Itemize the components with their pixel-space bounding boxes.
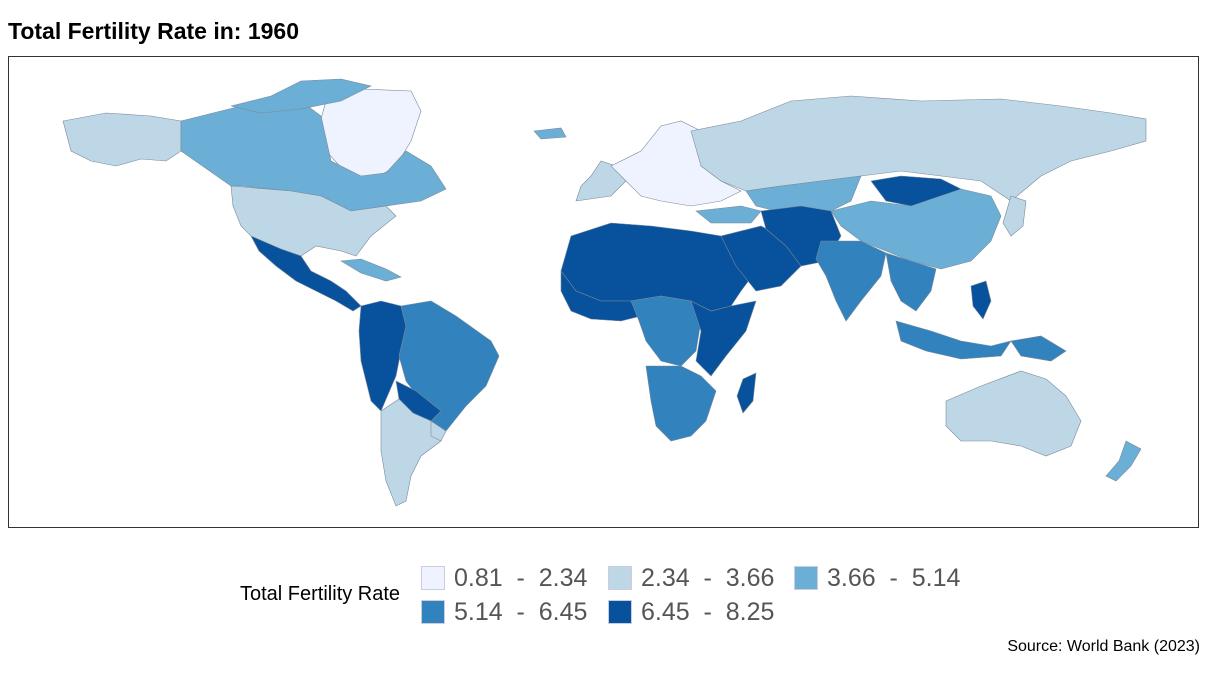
legend-label: 6.45 - 8.25 — [641, 597, 775, 626]
region-australia — [945, 370, 1082, 457]
region-papua — [1010, 335, 1067, 362]
region-indonesia — [895, 320, 1012, 360]
legend-swatch — [794, 566, 818, 590]
region-canada-islands — [230, 78, 372, 114]
legend-item-3: 3.66 - 5.14 — [794, 563, 961, 592]
region-philippines — [970, 280, 992, 320]
region-alaska — [62, 112, 182, 167]
region-turkey — [695, 205, 762, 224]
legend-swatch — [608, 566, 632, 590]
region-china — [830, 188, 1002, 270]
legend-label: 5.14 - 6.45 — [454, 597, 588, 626]
region-europe-central — [610, 120, 742, 207]
region-southeast-asia — [885, 252, 937, 312]
world-map-svg — [62, 78, 1147, 507]
region-central-asia — [745, 175, 862, 217]
region-madagascar — [736, 372, 757, 414]
region-east-africa — [690, 300, 757, 377]
legend-swatch — [421, 600, 445, 624]
region-india — [815, 240, 887, 322]
legend-label: 0.81 - 2.34 — [454, 563, 588, 592]
legend-item-4: 5.14 - 6.45 — [421, 597, 588, 626]
region-iceland — [533, 127, 567, 140]
region-europe-west — [575, 160, 627, 202]
legend-label: 2.34 - 3.66 — [641, 563, 775, 592]
legend-item-1: 0.81 - 2.34 — [421, 563, 588, 592]
legend-swatch — [608, 600, 632, 624]
region-usa — [230, 185, 397, 257]
region-argentina-chile — [380, 398, 442, 507]
legend-swatch — [421, 566, 445, 590]
legend-title: Total Fertility Rate — [240, 583, 401, 605]
region-south-america-northwest — [358, 300, 407, 412]
region-central-africa — [630, 295, 702, 367]
source-note: Source: World Bank (2023) — [1007, 638, 1200, 655]
region-mexico — [250, 235, 362, 312]
legend-item-2: 2.34 - 3.66 — [608, 563, 775, 592]
region-uruguay — [430, 420, 447, 442]
region-canada — [180, 100, 447, 212]
world-map — [8, 56, 1199, 528]
region-japan — [1002, 195, 1027, 237]
map-title: Total Fertility Rate in: 1960 — [8, 18, 299, 44]
region-west-africa — [560, 270, 642, 322]
region-new-zealand — [1105, 440, 1142, 482]
legend-label: 3.66 - 5.14 — [827, 563, 961, 592]
region-southern-africa — [645, 365, 717, 442]
legend-item-5: 6.45 - 8.25 — [608, 597, 775, 626]
region-caribbean — [340, 258, 402, 282]
